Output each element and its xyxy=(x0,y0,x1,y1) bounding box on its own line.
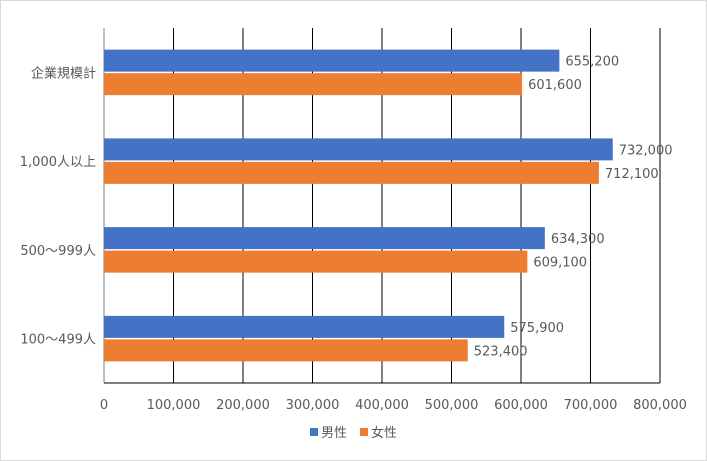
data-label: 601,600 xyxy=(528,78,582,93)
category-label: 1,000人以上 xyxy=(20,155,96,170)
x-tick-labels: 0 100,000 200,000 300,000 400,000 500,000 600,… xyxy=(100,398,687,413)
data-label: 732,000 xyxy=(619,143,673,158)
bar-female-2 xyxy=(104,250,528,273)
bar-female-3 xyxy=(104,339,468,362)
legend-swatch-female xyxy=(360,428,368,436)
legend-swatch-male xyxy=(310,428,318,436)
bars xyxy=(104,49,613,362)
data-label: 523,400 xyxy=(474,344,528,359)
legend-label-male: 男性 xyxy=(321,426,347,441)
category-label: 企業規模計 xyxy=(31,65,96,81)
data-label: 609,100 xyxy=(533,256,587,271)
bar-male-2 xyxy=(104,227,545,250)
data-label: 634,300 xyxy=(551,232,605,247)
x-tick-label: 0 xyxy=(100,398,108,413)
x-tick-label: 400,000 xyxy=(355,398,409,413)
x-tick-label: 700,000 xyxy=(564,398,618,413)
bar-female-1 xyxy=(104,161,599,184)
x-tick-label: 500,000 xyxy=(425,398,479,413)
bar-male-3 xyxy=(104,315,505,338)
bar-female-0 xyxy=(104,73,523,96)
bar-male-1 xyxy=(104,138,613,161)
x-tick-label: 100,000 xyxy=(147,398,201,413)
category-labels: 企業規模計 1,000人以上 500～999人 100～499人 xyxy=(20,65,96,347)
data-label: 712,100 xyxy=(605,167,659,182)
legend: 男性 女性 xyxy=(310,425,397,441)
category-label: 100～499人 xyxy=(20,333,96,348)
x-tick-label: 300,000 xyxy=(286,398,340,413)
x-tick-label: 600,000 xyxy=(494,398,548,413)
data-label: 575,900 xyxy=(510,321,564,336)
category-label: 500～999人 xyxy=(20,244,96,259)
x-tick-label: 200,000 xyxy=(216,398,270,413)
x-tick-label: 800,000 xyxy=(633,398,687,413)
data-label: 655,200 xyxy=(565,55,619,70)
legend-label-female: 女性 xyxy=(371,425,397,441)
data-labels: 655,200 601,600 732,000 712,100 634,300 609,1… xyxy=(474,55,673,360)
bar-male-0 xyxy=(104,49,560,72)
